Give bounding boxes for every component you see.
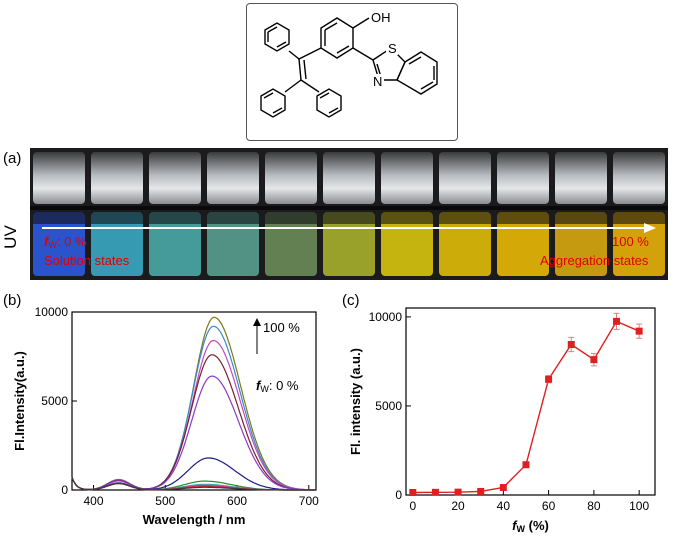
daylight-vial (149, 152, 201, 204)
x-axis-subscript: W (517, 524, 526, 534)
data-point (545, 375, 553, 383)
uv-vial-neck (497, 212, 549, 224)
x-axis-symbol: f (512, 518, 518, 533)
x-tick-label: 20 (451, 499, 465, 513)
uv-label: UV (1, 225, 20, 249)
panel-a-label: (a) (3, 150, 22, 167)
panel-c-label: (c) (342, 292, 360, 309)
uv-vial-neck (381, 212, 433, 224)
data-point (635, 327, 643, 335)
plot-frame (405, 307, 656, 496)
y-axis-label: Fl.Intensity(a.u.) (12, 351, 27, 451)
top-annotation: 100 % (263, 320, 300, 335)
x-tick-label: 100 (629, 499, 649, 513)
left-fw-value: : 0 % (57, 234, 87, 249)
x-tick-label: 700 (299, 494, 319, 508)
y-tick-label: 10000 (369, 310, 403, 324)
uv-vial-neck (439, 212, 491, 224)
y-tick-label: 5000 (41, 394, 68, 408)
uv-vial-neck (323, 212, 375, 224)
daylight-vial (323, 152, 375, 204)
uv-vial-neck (613, 212, 665, 224)
daylight-vial (555, 152, 607, 204)
uv-vial-neck (207, 212, 259, 224)
daylight-vial (33, 152, 85, 204)
x-tick-label: 80 (587, 499, 601, 513)
aggregation-states-label: Aggregation states (540, 253, 649, 268)
x-tick-label: 600 (227, 494, 247, 508)
x-axis-unit: (%) (525, 518, 549, 533)
increase-arrow-head (253, 318, 261, 326)
left-fw-subscript: W (48, 240, 57, 250)
chemical-structure-drawing: OH S N (260, 10, 438, 118)
daylight-vial (265, 152, 317, 204)
spectrum-line (71, 375, 317, 491)
vial-photograph: fW: 0 % Solution states 100 % Aggregatio… (30, 148, 668, 280)
data-point (522, 461, 530, 469)
uv-vial-neck (555, 212, 607, 224)
bottom-fw-subscript: W (260, 384, 269, 394)
daylight-vial (613, 152, 665, 204)
oh-label: OH (371, 10, 391, 25)
data-point (431, 488, 439, 496)
daylight-vial (497, 152, 549, 204)
x-tick-label: 500 (155, 494, 175, 508)
y-axis-label: Fl. intensity (a.u.) (348, 348, 363, 455)
spectrum-line (71, 339, 316, 491)
left-fw-label: fW: 0 % (44, 234, 87, 250)
y-tick-label: 10000 (35, 305, 69, 319)
daylight-vial (91, 152, 143, 204)
spectrum-line (71, 316, 316, 491)
panel-b-label: (b) (3, 292, 22, 309)
daylight-vial (207, 152, 259, 204)
data-point (613, 317, 621, 325)
x-tick-label: 0 (409, 499, 416, 513)
nitrogen-label: N (373, 74, 382, 89)
spectrum-line (71, 354, 316, 491)
x-axis-label: Wavelength / nm (143, 512, 246, 527)
y-tick-label: 0 (395, 488, 402, 502)
left-fw-symbol: f (44, 234, 50, 249)
daylight-vial (439, 152, 491, 204)
y-tick-label: 5000 (375, 399, 402, 413)
intensity-vs-fw-chart: 0 20 40 60 80 100 0 5000 10000 fW (%) Fl. intensit… (348, 307, 656, 534)
data-point (567, 341, 575, 349)
daylight-vial (381, 152, 433, 204)
x-tick-label: 40 (497, 499, 511, 513)
data-point (477, 487, 485, 495)
spectrum-line (71, 476, 316, 491)
sulfur-label: S (388, 41, 397, 56)
right-fw-value: 100 % (612, 234, 649, 249)
emission-spectra-chart: 400 500 600 700 0 5000 10000 Wavelength / nm Fl.… (12, 305, 319, 527)
data-point (590, 356, 598, 364)
data-point (499, 484, 507, 492)
uv-vial-neck (91, 212, 143, 224)
data-point (409, 489, 417, 497)
x-tick-label: 60 (542, 499, 556, 513)
solution-states-label: Solution states (44, 253, 130, 268)
bottom-fw-value: : 0 % (269, 378, 299, 393)
y-tick-label: 0 (61, 483, 68, 497)
bottom-fw-symbol: f (256, 378, 262, 393)
bottom-annotation: fW: 0 % (256, 378, 299, 394)
x-tick-label: 400 (84, 494, 104, 508)
uv-vial-neck (265, 212, 317, 224)
vial-photo-drawing: fW: 0 % Solution states 100 % Aggregatio… (30, 152, 668, 276)
uv-vial-neck (149, 212, 201, 224)
uv-vial-neck (33, 212, 85, 224)
chemical-structure-box: OH S N (246, 3, 458, 141)
data-point (454, 488, 462, 496)
gradient-arrow-head (644, 223, 656, 233)
x-axis-label: fW (%) (512, 518, 549, 534)
